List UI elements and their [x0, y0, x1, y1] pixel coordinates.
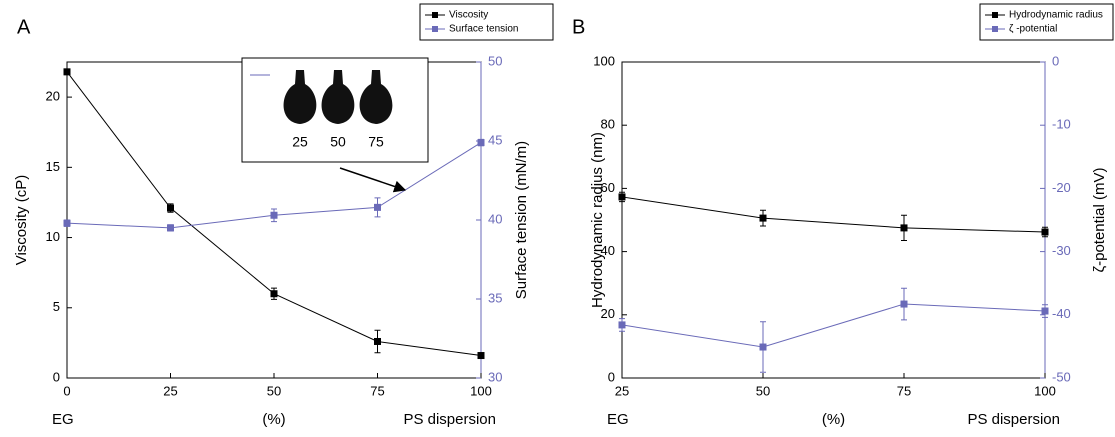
data-point — [270, 290, 278, 298]
y-tick-label: 0 — [53, 369, 60, 384]
inset-label: 75 — [368, 134, 384, 150]
series-line — [621, 303, 1046, 348]
x-tick-label: 50 — [756, 383, 770, 398]
x-axis-title: (%) — [822, 411, 845, 428]
y2-tick-label: 50 — [488, 53, 502, 68]
x-axis-title: (%) — [262, 411, 285, 428]
droplet — [359, 70, 393, 124]
data-point — [618, 193, 626, 201]
y2-tick-label: -20 — [1052, 180, 1071, 195]
y-axis-title: Viscosity (cP) — [13, 175, 30, 266]
y2-tick-label: -30 — [1052, 243, 1071, 258]
data-point — [900, 224, 908, 232]
y-tick-label: 60 — [601, 180, 615, 195]
legend-label: Viscosity — [449, 10, 488, 21]
x-tick-label: 75 — [370, 383, 384, 398]
y2-axis-title: ζ-potential (mV) — [1091, 168, 1108, 273]
data-point — [63, 219, 71, 227]
y-tick-label: 20 — [46, 89, 60, 104]
legend-marker — [992, 12, 998, 18]
legend-label: Hydrodynamic radius — [1009, 10, 1103, 21]
data-point — [374, 203, 381, 211]
legend-marker — [432, 26, 438, 32]
data-point — [374, 337, 381, 345]
x-tick-label: 75 — [897, 383, 911, 398]
y-tick-label: 5 — [53, 299, 60, 314]
legend-label: ζ -potential — [1009, 24, 1057, 35]
y-tick-label: 80 — [601, 117, 615, 132]
y-tick-label: 100 — [593, 53, 615, 68]
y2-tick-label: 30 — [488, 369, 502, 384]
legend-box — [979, 3, 1114, 41]
inset-label: 50 — [330, 134, 346, 150]
data-point — [167, 204, 174, 212]
y-axis-title: Hydrodynamic radius (nm) — [589, 132, 606, 308]
y2-tick-label: 45 — [488, 132, 502, 147]
legend-box — [419, 3, 554, 41]
data-point — [1041, 307, 1049, 315]
plot-frame — [621, 61, 1046, 379]
x-tick-label: 25 — [163, 383, 177, 398]
y2-tick-label: 35 — [488, 290, 502, 305]
y2-tick-label: 0 — [1052, 53, 1059, 68]
y-tick-label: 0 — [608, 369, 615, 384]
x-label-right: PS dispersion — [967, 411, 1060, 428]
y2-tick-label: -40 — [1052, 306, 1071, 321]
y-tick-label: 10 — [46, 229, 60, 244]
x-label-left: EG — [52, 411, 74, 428]
y2-tick-label: -10 — [1052, 117, 1071, 132]
data-point — [900, 300, 908, 308]
x-tick-label: 100 — [470, 383, 492, 398]
data-point — [759, 343, 767, 351]
legend-marker — [992, 26, 998, 32]
y2-axis-title: Surface tension (mN/m) — [513, 141, 530, 299]
legend-marker — [432, 12, 438, 18]
inset-arrow — [339, 167, 407, 193]
x-tick-label: 25 — [615, 383, 629, 398]
y-tick-label: 15 — [46, 159, 60, 174]
y-tick-label: 20 — [601, 306, 615, 321]
y-tick-label: 40 — [601, 243, 615, 258]
x-tick-label: 0 — [63, 383, 70, 398]
x-tick-label: 100 — [1034, 383, 1056, 398]
data-point — [618, 321, 626, 329]
legend-label: Surface tension — [449, 24, 519, 35]
data-point — [270, 211, 278, 219]
inset-label: 25 — [292, 134, 308, 150]
panel-label: B — [572, 16, 585, 38]
x-tick-label: 50 — [267, 383, 281, 398]
y2-tick-label: -50 — [1052, 369, 1071, 384]
data-point — [1041, 228, 1049, 236]
droplet — [283, 70, 317, 124]
data-point — [477, 139, 485, 147]
data-point — [759, 214, 767, 222]
data-point — [63, 68, 71, 76]
droplet — [321, 70, 355, 124]
panel-label: A — [17, 16, 31, 38]
x-label-left: EG — [607, 411, 629, 428]
data-point — [167, 224, 174, 232]
y2-tick-label: 40 — [488, 211, 502, 226]
data-point — [477, 352, 485, 360]
series-line — [621, 196, 1046, 233]
x-label-right: PS dispersion — [403, 411, 496, 428]
